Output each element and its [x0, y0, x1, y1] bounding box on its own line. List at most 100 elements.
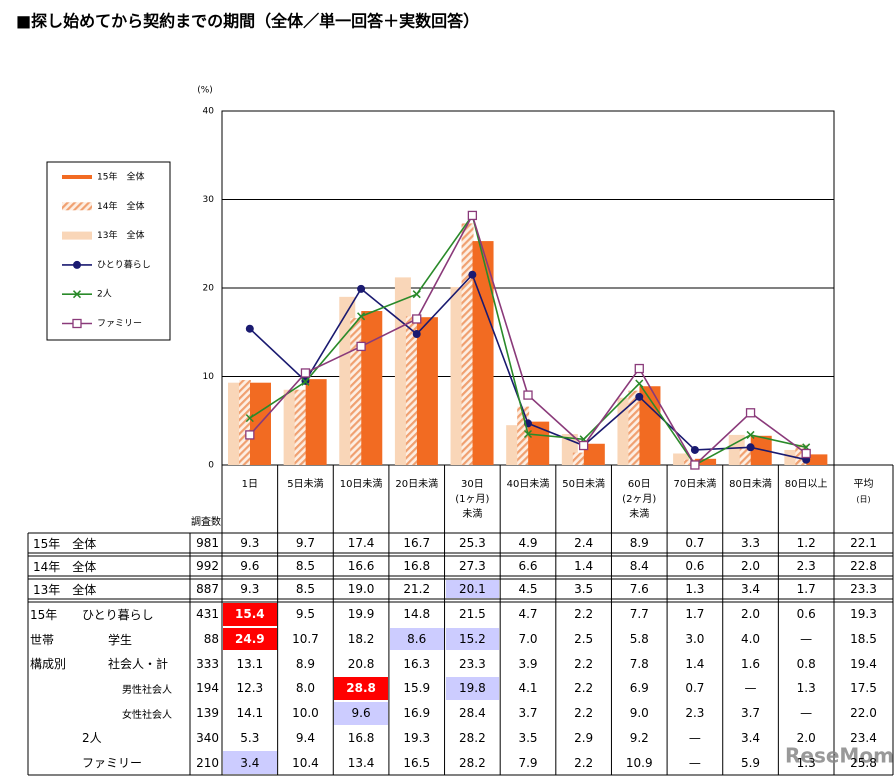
n-cell: 981 — [196, 536, 219, 550]
table-cell: 2.9 — [574, 730, 594, 745]
legend-swatch — [62, 202, 92, 211]
n-cell: 992 — [196, 559, 219, 573]
y-tick-label: 0 — [208, 461, 214, 471]
table-cell: 16.8 — [347, 730, 375, 745]
table-cell: 8.4 — [629, 559, 649, 573]
legend-label: 15年 全体 — [97, 171, 144, 183]
average-cell: 22.0 — [850, 706, 877, 721]
table-cell: 3.5 — [574, 582, 594, 596]
marker — [412, 290, 421, 299]
table-cell: 1.7 — [796, 582, 816, 596]
table-cell: 9.3 — [240, 536, 260, 550]
marker — [690, 460, 700, 470]
marker — [300, 368, 311, 378]
table-cell: 24.9 — [223, 627, 277, 651]
table-cell: 10.4 — [292, 755, 319, 770]
legend-label: ファミリー — [97, 319, 142, 329]
table-cell: 8.5 — [295, 559, 315, 573]
marker — [245, 414, 254, 423]
table-cell: 10.7 — [292, 632, 319, 647]
table-cell: 7.8 — [629, 656, 649, 671]
table-cell: 17.4 — [347, 536, 375, 550]
bar — [806, 454, 828, 465]
table-cell: 8.5 — [295, 582, 315, 596]
x-tick-label: 20日未満 — [395, 479, 439, 490]
marker — [245, 324, 254, 333]
bar — [461, 223, 474, 465]
bar — [572, 452, 585, 465]
legend-label: 2人 — [97, 289, 112, 300]
table-cell: — — [800, 706, 813, 721]
table-cell: 8.9 — [295, 656, 315, 671]
bar — [405, 316, 418, 465]
bar — [628, 390, 641, 465]
table-cell: 4.7 — [518, 607, 538, 622]
x-tick-label: 5日未満 — [287, 479, 324, 490]
table-cell: 1.3 — [685, 582, 705, 596]
table-cell: 15.4 — [223, 603, 277, 626]
table-cell: 19.9 — [347, 607, 375, 622]
marker — [634, 363, 644, 374]
table-cell: 3.7 — [740, 706, 761, 721]
marker — [72, 318, 82, 329]
bar — [305, 379, 327, 465]
bar — [350, 318, 363, 465]
row-label: ファミリー — [82, 756, 143, 771]
row-label: 14年 全体 — [33, 559, 97, 574]
table-cell: 13.1 — [236, 656, 264, 671]
table-cell: 1.4 — [574, 559, 594, 573]
marker — [745, 408, 756, 418]
table-cell: 2.4 — [574, 536, 594, 550]
marker — [357, 284, 366, 293]
table-cell: 2.2 — [574, 681, 594, 696]
table-cell: 9.2 — [629, 730, 649, 745]
average-cell: 18.5 — [850, 632, 877, 647]
table-cell: 6.6 — [518, 559, 538, 573]
table-cell: 10.0 — [292, 706, 319, 721]
average-cell: 23.3 — [850, 582, 877, 596]
marker — [412, 314, 422, 324]
table-cell: 20.1 — [445, 580, 500, 598]
group-label: 構成別 — [30, 657, 67, 672]
table-cell: — — [744, 681, 757, 696]
bar — [739, 447, 752, 465]
table-cell: 0.7 — [685, 536, 705, 550]
marker — [72, 290, 82, 299]
n-cell: 340 — [196, 730, 219, 745]
table-cell: — — [688, 730, 701, 745]
table-cell: 4.9 — [518, 536, 538, 550]
table-cell: 2.2 — [574, 706, 594, 721]
table-cell: 2.5 — [574, 632, 594, 647]
table-cell: 16.8 — [403, 559, 431, 573]
bar — [583, 443, 605, 465]
row-label: 2人 — [82, 731, 102, 746]
legend-label: ひとり暮らし — [97, 258, 151, 270]
table-cell: 19.8 — [445, 677, 500, 700]
n-cell: 210 — [196, 755, 219, 770]
table-cell: 1.6 — [740, 656, 761, 671]
table-cell: — — [800, 632, 813, 647]
marker — [73, 260, 81, 269]
table-cell: 15.2 — [445, 627, 500, 651]
table-cell: 2.0 — [740, 559, 761, 573]
y-tick-label: 20 — [203, 284, 215, 294]
table-cell: 3.4 — [740, 730, 761, 745]
table-cell: 18.2 — [347, 632, 375, 647]
y-tick-label: 30 — [203, 195, 215, 205]
n-header: 調査数 — [191, 517, 221, 528]
average-cell: 22.1 — [850, 536, 877, 550]
n-cell: 194 — [196, 681, 219, 696]
marker — [746, 443, 755, 452]
x-tick-label: 30日 (1ヶ月) 未満 — [455, 479, 490, 520]
bar — [684, 459, 697, 465]
table-cell: 3.5 — [518, 730, 538, 745]
table-cell: 2.2 — [574, 755, 594, 770]
x-tick-label: 10日未満 — [339, 479, 383, 490]
y-tick-label: 40 — [203, 107, 215, 117]
y-axis-label: (%) — [197, 86, 213, 96]
table-cell: 19.3 — [403, 730, 431, 745]
table-cell: 16.3 — [403, 656, 431, 671]
average-cell: 17.5 — [850, 681, 877, 696]
n-cell: 431 — [196, 607, 219, 622]
